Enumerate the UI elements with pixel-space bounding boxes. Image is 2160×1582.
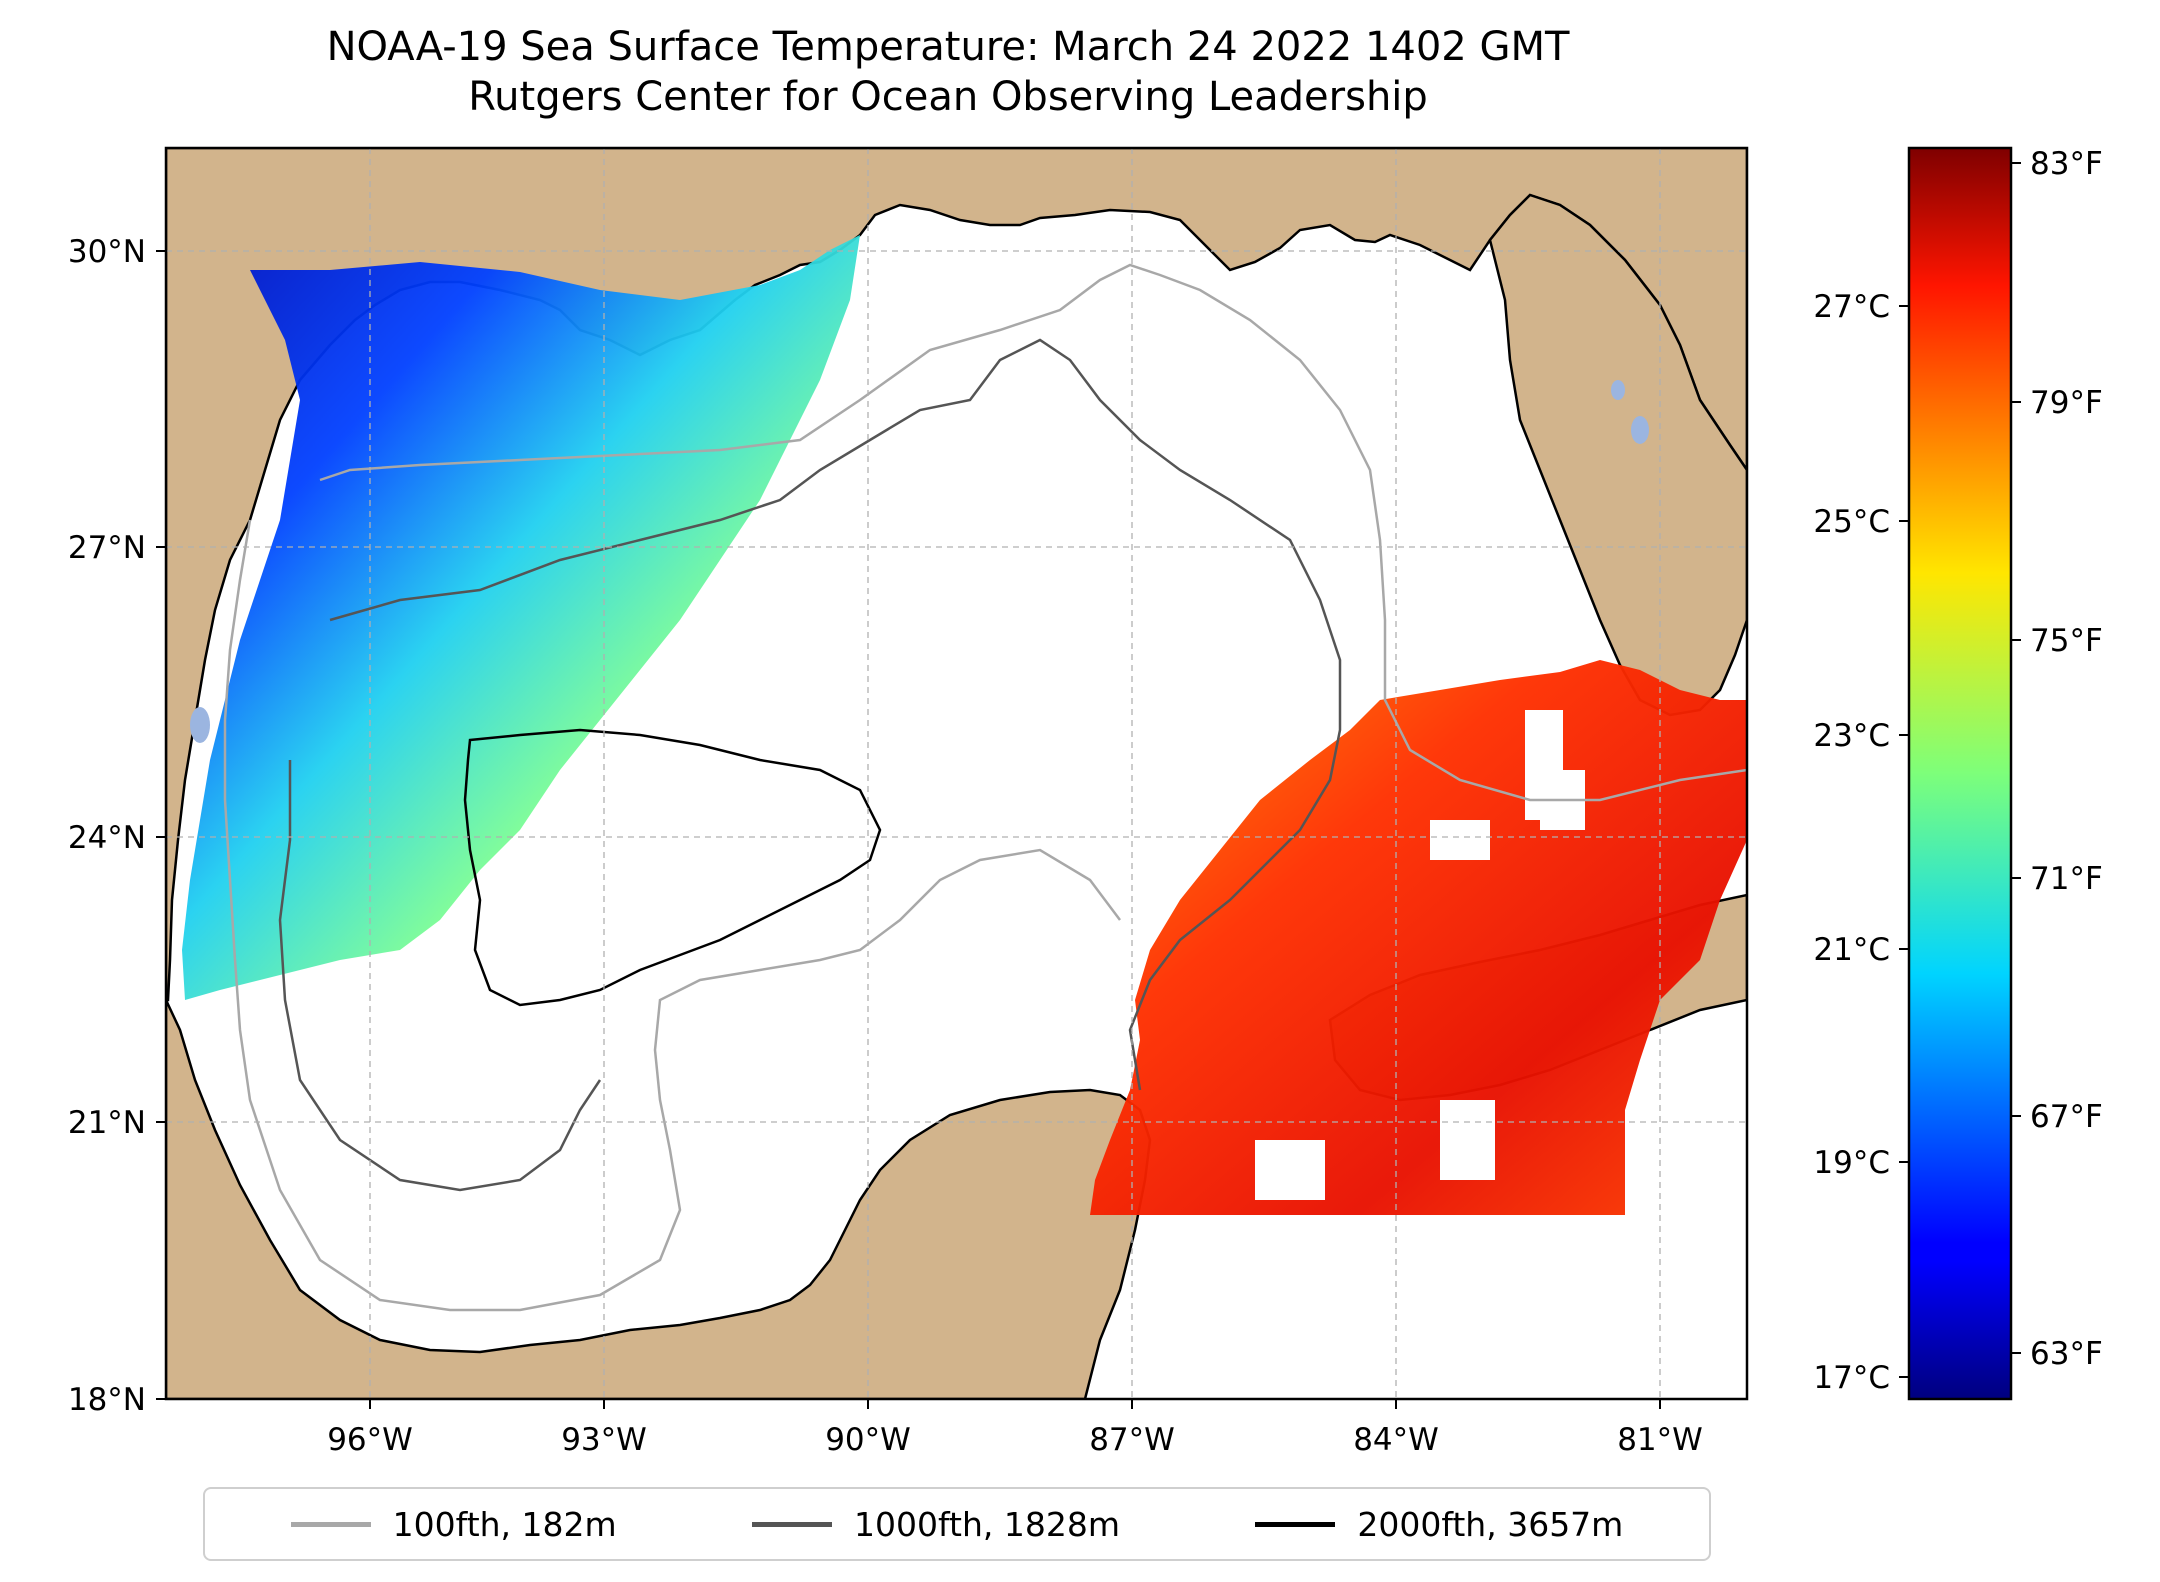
- colorbar-celsius-ticks: [1899, 305, 1909, 1378]
- legend-swatch-1000fth: [752, 1521, 833, 1527]
- axis-ticks: [156, 250, 1661, 1409]
- lakes: [190, 380, 1649, 743]
- legend-item-100fth: 100fth, 182m: [290, 1504, 617, 1544]
- lat-label-30n: 30°N: [68, 234, 146, 270]
- fahrenheit-label-75: 75°F: [2030, 623, 2103, 659]
- colorbar-fahrenheit-ticks: [2011, 162, 2021, 1354]
- lon-label-84w: 84°W: [1353, 1422, 1439, 1458]
- fahrenheit-label-83: 83°F: [2030, 146, 2103, 182]
- colorbar-gradient: [1907, 146, 2013, 1401]
- sst-swath-west: [182, 235, 860, 1000]
- cloud-gaps: [1255, 710, 1585, 1200]
- legend-swatch-100fth: [290, 1521, 371, 1527]
- title-block: NOAA-19 Sea Surface Temperature: March 2…: [0, 22, 1896, 122]
- celsius-label-19: 19°C: [1813, 1145, 1890, 1181]
- bathymetry-legend: 100fth, 182m 1000fth, 1828m 2000fth, 365…: [203, 1487, 1711, 1561]
- land-florida: [1488, 193, 1747, 717]
- lat-label-27n: 27°N: [68, 530, 146, 566]
- longitude-labels: 96°W 93°W 90°W 87°W 84°W 81°W: [327, 1422, 1703, 1458]
- fahrenheit-label-79: 79°F: [2030, 385, 2103, 421]
- bathymetry-contours: [223, 263, 1747, 1312]
- map-title: NOAA-19 Sea Surface Temperature: March 2…: [326, 24, 1570, 70]
- colorbar-celsius-labels: 27°C 25°C 23°C 21°C 19°C 17°C: [1813, 289, 1890, 1396]
- lat-label-24n: 24°N: [68, 820, 146, 856]
- lon-label-90w: 90°W: [825, 1422, 911, 1458]
- lon-label-96w: 96°W: [327, 1422, 413, 1458]
- legend-item-1000fth: 1000fth, 1828m: [752, 1505, 1120, 1544]
- lon-label-93w: 93°W: [561, 1422, 647, 1458]
- celsius-label-23: 23°C: [1813, 718, 1890, 754]
- contour-100fth: [223, 263, 1747, 1312]
- lat-label-21n: 21°N: [68, 1105, 146, 1141]
- legend-label-1000fth: 1000fth, 1828m: [854, 1504, 1120, 1544]
- fahrenheit-label-63: 63°F: [2030, 1336, 2103, 1372]
- legend-label-100fth: 100fth, 182m: [392, 1504, 617, 1544]
- celsius-label-27: 27°C: [1813, 289, 1890, 325]
- lon-label-87w: 87°W: [1089, 1422, 1175, 1458]
- lat-label-18n: 18°N: [68, 1382, 146, 1418]
- legend-label-2000fth: 2000fth, 3657m: [1357, 1504, 1624, 1544]
- celsius-label-25: 25°C: [1813, 504, 1890, 540]
- legend-item-2000fth: 2000fth, 3657m: [1255, 1505, 1623, 1544]
- contour-2000fth: [463, 728, 882, 1007]
- lon-label-81w: 81°W: [1617, 1422, 1703, 1458]
- fahrenheit-label-67: 67°F: [2030, 1099, 2103, 1135]
- map-frame: [164, 146, 1749, 1401]
- celsius-label-17: 17°C: [1813, 1360, 1890, 1396]
- legend-swatch-2000fth: [1255, 1521, 1336, 1527]
- colorbar: 27°C 25°C 23°C 21°C 19°C 17°C 83°F 79°F …: [1813, 146, 2103, 1401]
- colorbar-fahrenheit-labels: 83°F 79°F 75°F 71°F 67°F 63°F: [2030, 146, 2103, 1372]
- fahrenheit-label-71: 71°F: [2030, 861, 2103, 897]
- map-area: [166, 148, 1747, 1399]
- celsius-label-21: 21°C: [1813, 932, 1890, 968]
- map-subtitle: Rutgers Center for Ocean Observing Leade…: [468, 74, 1428, 120]
- latitude-labels: 30°N 27°N 24°N 21°N 18°N: [68, 234, 146, 1418]
